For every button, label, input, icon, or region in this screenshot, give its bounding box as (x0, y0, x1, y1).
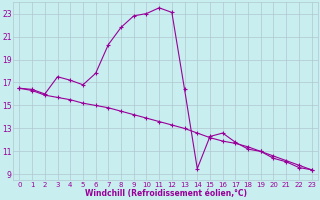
X-axis label: Windchill (Refroidissement éolien,°C): Windchill (Refroidissement éolien,°C) (84, 189, 246, 198)
